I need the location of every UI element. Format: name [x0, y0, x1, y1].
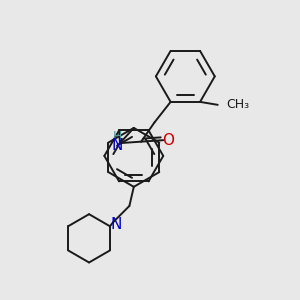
- Text: O: O: [162, 133, 174, 148]
- Text: H: H: [113, 130, 122, 143]
- Text: CH₃: CH₃: [226, 98, 249, 111]
- Text: N: N: [112, 138, 123, 153]
- Text: N: N: [110, 217, 122, 232]
